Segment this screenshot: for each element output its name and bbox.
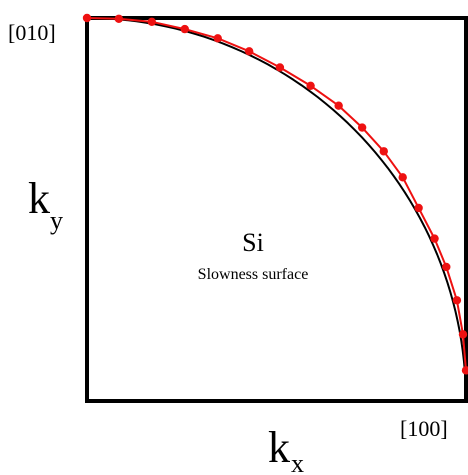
series-2-point [213,34,222,43]
chart-title: Si [242,228,264,257]
chart-subtitle: Slowness surface [198,266,309,283]
y-axis-label-main: k [28,174,50,223]
series-2-point [452,296,462,305]
x-axis-label-sub: x [291,449,304,475]
series-2-point [458,330,468,339]
x-axis-label: k x [268,423,304,475]
series-2-line [86,17,467,371]
series-2-point [275,63,285,72]
x-axis-label-main: k [268,423,290,472]
series-2-point [334,101,343,110]
series-2-point [442,262,451,272]
series-2-point [147,17,157,27]
series-2-point [245,47,254,56]
series-2-point [114,14,124,23]
series-2-point [306,81,315,90]
series-layer [82,13,468,402]
series-2-point [379,147,388,156]
series-2-point [398,173,407,182]
series-2-point [82,13,92,23]
y-axis-label-sub: y [50,206,63,235]
series-2-point [430,234,439,243]
y-axis-label: k y [28,174,63,235]
series-2-point [357,123,367,132]
series-2-point [180,24,189,34]
x-end-label: [100] [400,416,448,441]
series-2-point [461,366,468,375]
y-end-label: [010] [8,20,56,45]
series-1-line [86,17,467,402]
plot-frame [85,16,468,403]
series-2-point [414,203,423,213]
